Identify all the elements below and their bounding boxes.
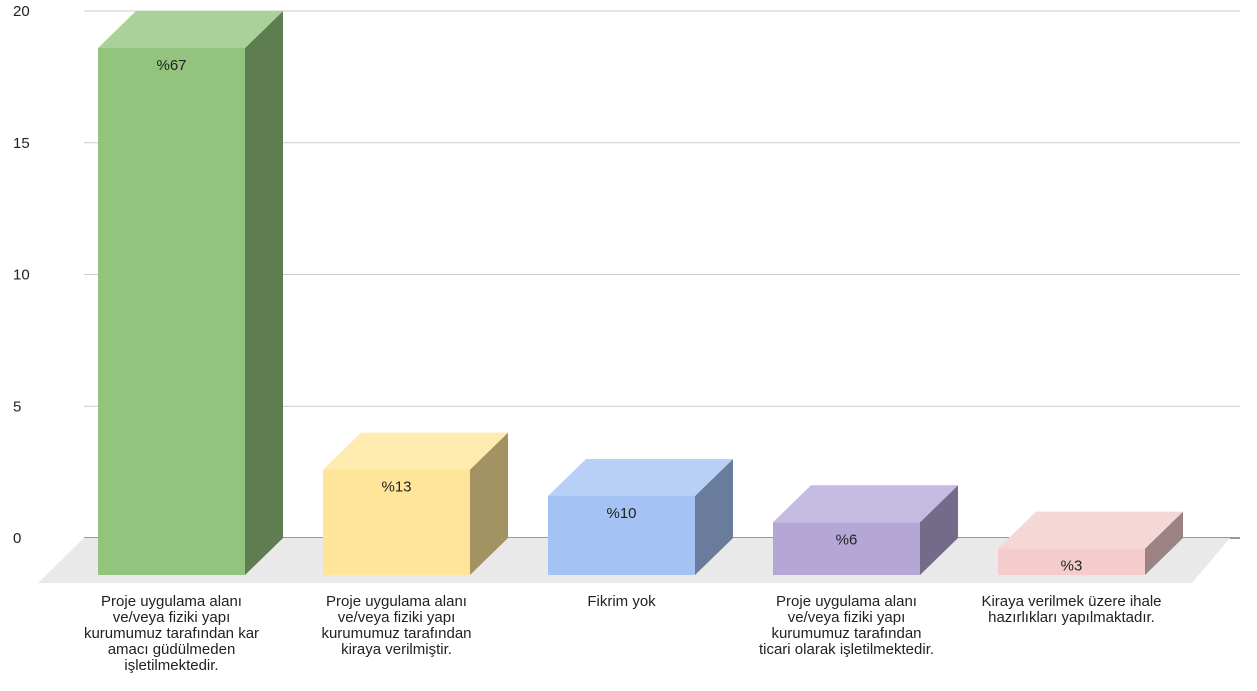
x-category-label-line: ve/veya fiziki yapı [113, 609, 231, 626]
x-category-label-line: kurumumuz tarafından [771, 625, 921, 642]
bar-2: %13 [323, 432, 508, 575]
x-category-label-line: işletilmektedir. [124, 657, 218, 674]
x-category-label-line: kiraya verilmiştir. [341, 641, 452, 658]
x-category-label: Proje uygulama alanı ve/veya fiziki yapı k… [759, 593, 934, 658]
x-category-label-line: Proje uygulama alanı [776, 593, 917, 610]
bar-top-face [548, 458, 733, 496]
bars: %67 %13 %10 %6 %3 [98, 11, 1183, 575]
y-tick-label: 20 [13, 3, 30, 20]
bar-side-face [695, 458, 733, 575]
x-category-label-line: Kiraya verilmek üzere ihale [981, 593, 1161, 610]
y-axis-ticks: 0 5 10 15 20 [13, 3, 30, 547]
y-tick-label: 10 [13, 267, 30, 284]
bar-side-face [1145, 511, 1183, 575]
x-category-label-line: ticari olarak işletilmektedir. [759, 641, 934, 658]
y-tick-label: 0 [13, 530, 21, 547]
bar-3: %10 [548, 458, 733, 575]
data-label: %13 [381, 479, 411, 496]
bar-top-face [998, 511, 1183, 549]
y-tick-label: 15 [13, 135, 30, 152]
x-category-label: Fikrim yok [587, 593, 656, 610]
x-category-label-line: amacı güdülmeden [108, 641, 236, 658]
y-tick-label: 5 [13, 398, 21, 415]
x-category-label-line: ve/veya fiziki yapı [338, 609, 456, 626]
x-category-label-line: Fikrim yok [587, 593, 656, 610]
x-axis-categories: Proje uygulama alanı ve/veya fiziki yapı k… [84, 593, 1162, 674]
bar-side-face [245, 11, 283, 575]
x-category-label-line: Proje uygulama alanı [101, 593, 242, 610]
bar-5: %3 [998, 511, 1183, 575]
x-category-label-line: kurumumuz tarafından [321, 625, 471, 642]
x-category-label-line: kurumumuz tarafından kar [84, 625, 259, 642]
x-category-label: Proje uygulama alanı ve/veya fiziki yapı k… [84, 593, 259, 674]
x-category-label-line: hazırlıkları yapılmaktadır. [988, 609, 1155, 626]
data-label: %67 [156, 57, 186, 74]
x-category-label-line: Proje uygulama alanı [326, 593, 467, 610]
bar-top-face [773, 485, 958, 523]
bar-front-face [323, 469, 470, 575]
x-category-label: Kiraya verilmek üzere ihale hazırlıkları … [981, 593, 1161, 626]
bar-front-face [773, 522, 920, 575]
x-category-label-line: ve/veya fiziki yapı [788, 609, 906, 626]
data-label: %6 [836, 531, 858, 548]
bar-1: %67 [98, 11, 283, 575]
bar-front-face [548, 495, 695, 575]
bar-side-face [470, 432, 508, 575]
data-label: %10 [606, 505, 636, 522]
bar-4: %6 [773, 485, 958, 575]
bar-top-face [323, 432, 508, 470]
bar-side-face [920, 485, 958, 575]
data-label: %3 [1061, 558, 1083, 575]
bar-front-face [98, 48, 245, 575]
bar-top-face [98, 11, 283, 48]
x-category-label: Proje uygulama alanı ve/veya fiziki yapı k… [321, 593, 471, 658]
bar-front-face [998, 548, 1145, 575]
